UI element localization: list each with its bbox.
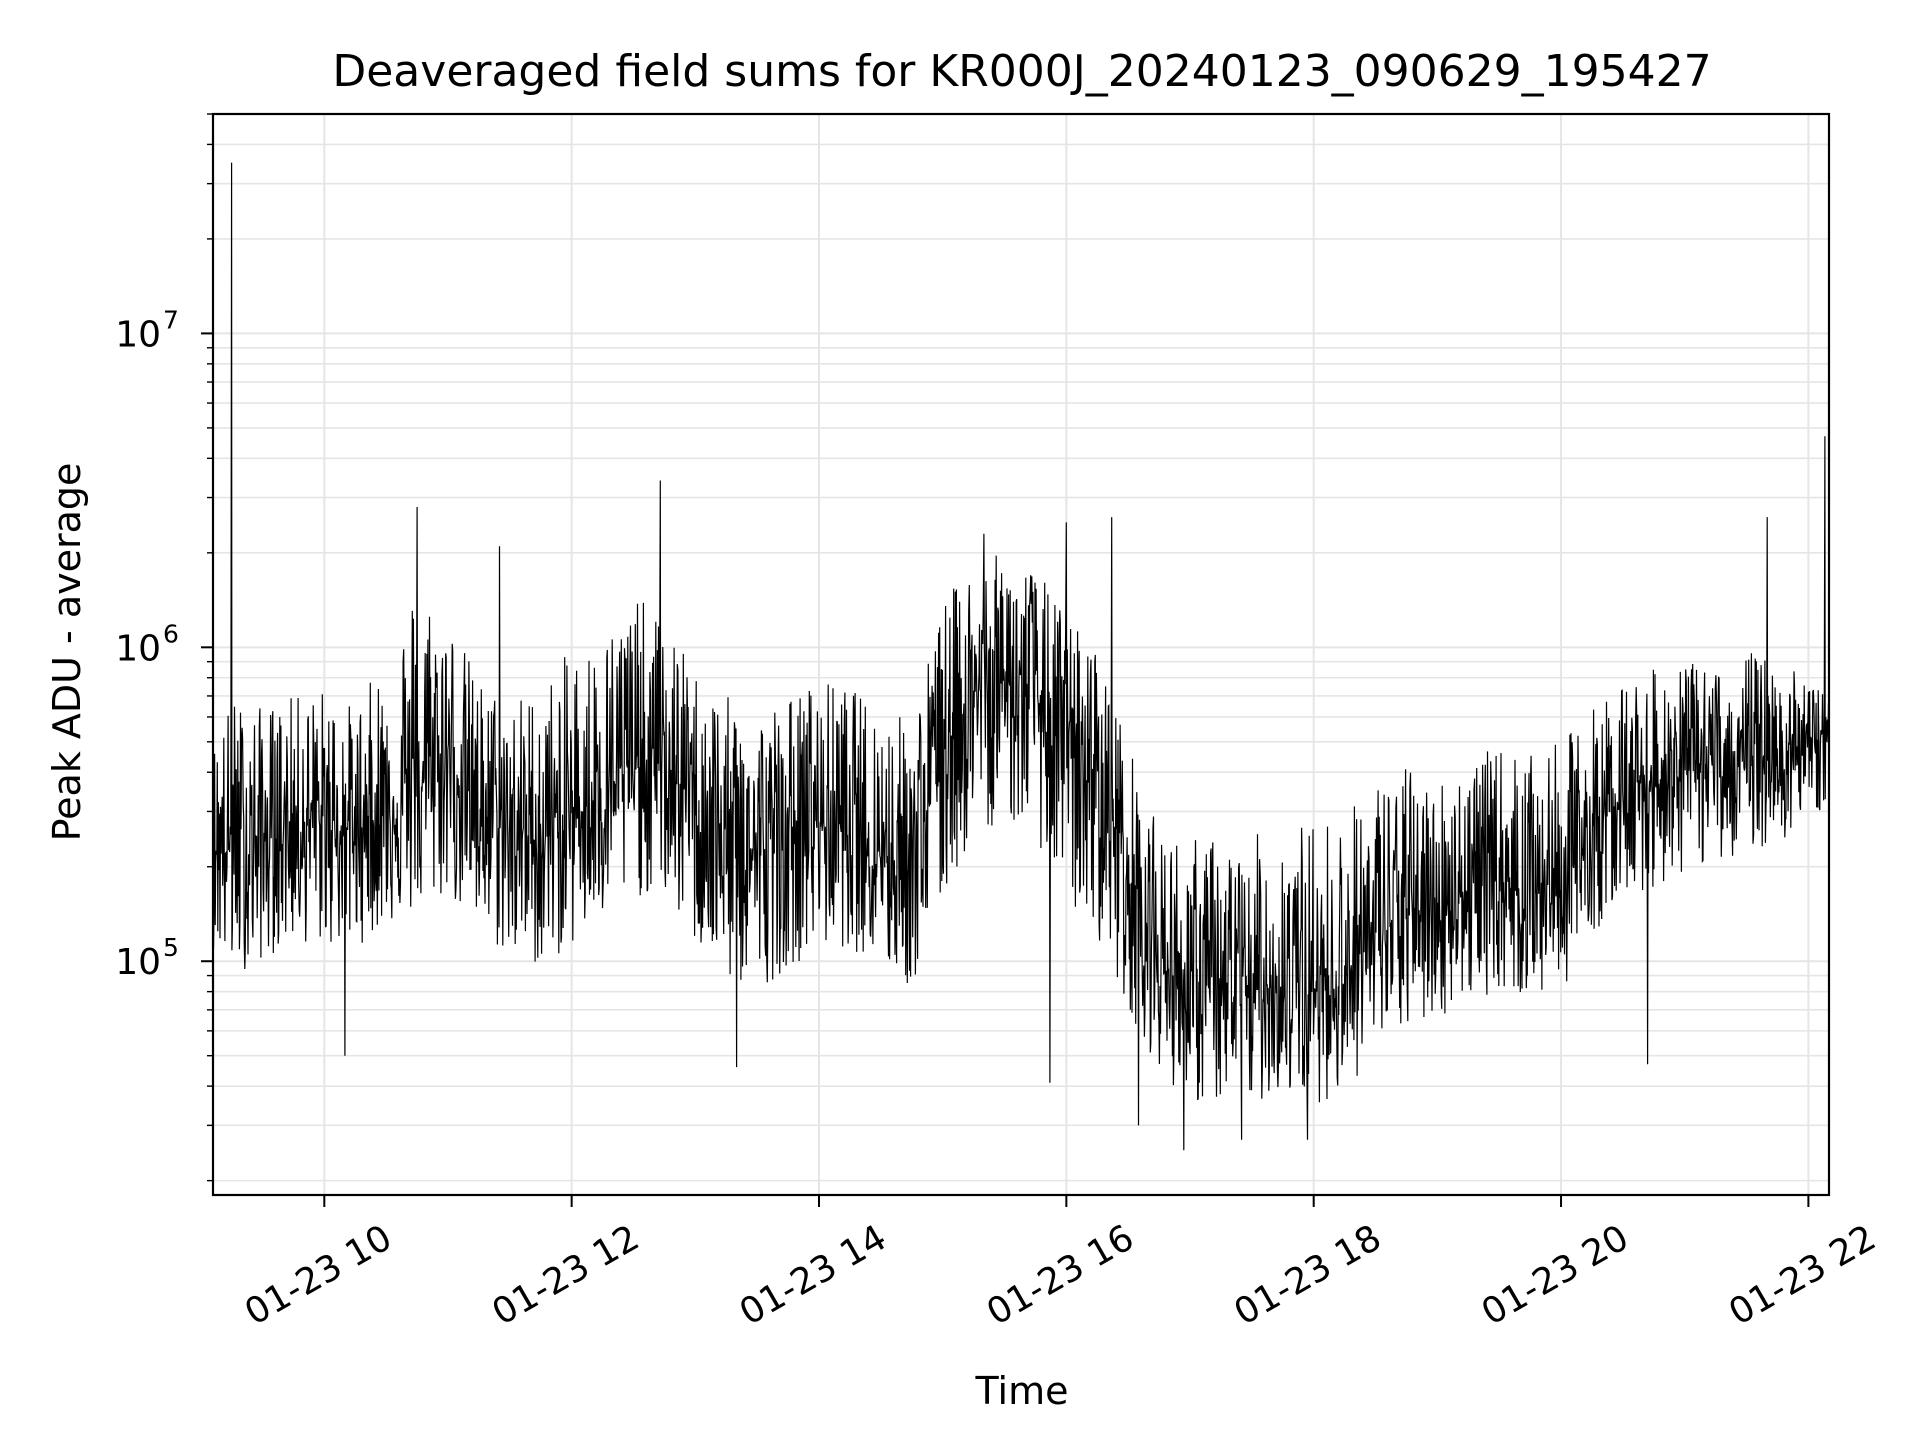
y-tick-label: 10 [115,942,161,983]
y-tick-exponent: 5 [163,933,179,962]
plot-area-frame [211,112,1831,1197]
series-line [213,162,1829,1151]
y-tick-base: 10 [115,628,161,669]
y-tick-base: 10 [115,942,161,983]
x-axis-label: Time [975,1369,1069,1413]
y-axis-label: Peak ADU - average [45,463,89,842]
y-tick-label: 10 [115,314,161,355]
y-tick-exponent: 6 [163,619,179,648]
y-tick-label: 10 [115,628,161,669]
grid [213,113,1829,1195]
y-tick-exponent: 7 [163,305,179,334]
chart-title: Deaveraged field sums for KR000J_2024012… [332,46,1711,97]
data-series [213,162,1829,1151]
y-tick-base: 10 [115,314,161,355]
